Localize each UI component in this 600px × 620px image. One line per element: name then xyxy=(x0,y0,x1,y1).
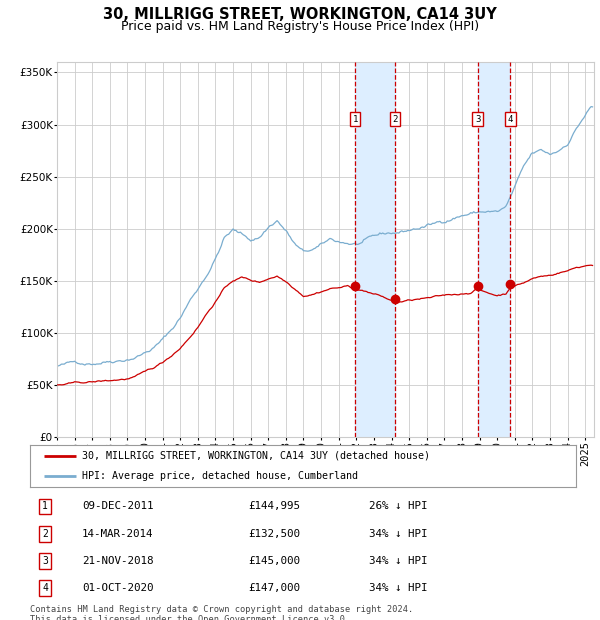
Text: 1: 1 xyxy=(353,115,358,124)
Bar xyxy=(355,62,395,437)
Text: £147,000: £147,000 xyxy=(248,583,301,593)
Text: 3: 3 xyxy=(475,115,481,124)
Text: 26% ↓ HPI: 26% ↓ HPI xyxy=(368,502,427,512)
Text: 30, MILLRIGG STREET, WORKINGTON, CA14 3UY: 30, MILLRIGG STREET, WORKINGTON, CA14 3U… xyxy=(103,7,497,22)
Text: 30, MILLRIGG STREET, WORKINGTON, CA14 3UY (detached house): 30, MILLRIGG STREET, WORKINGTON, CA14 3U… xyxy=(82,451,430,461)
Text: 2: 2 xyxy=(392,115,398,124)
Text: £145,000: £145,000 xyxy=(248,556,301,565)
Text: 2: 2 xyxy=(43,529,48,539)
Text: Contains HM Land Registry data © Crown copyright and database right 2024.
This d: Contains HM Land Registry data © Crown c… xyxy=(30,604,413,620)
Text: 01-OCT-2020: 01-OCT-2020 xyxy=(82,583,154,593)
Text: 14-MAR-2014: 14-MAR-2014 xyxy=(82,529,154,539)
Bar xyxy=(478,62,511,437)
Text: 4: 4 xyxy=(508,115,513,124)
Text: HPI: Average price, detached house, Cumberland: HPI: Average price, detached house, Cumb… xyxy=(82,471,358,481)
Text: £144,995: £144,995 xyxy=(248,502,301,512)
Text: 21-NOV-2018: 21-NOV-2018 xyxy=(82,556,154,565)
Text: 4: 4 xyxy=(43,583,48,593)
Text: £132,500: £132,500 xyxy=(248,529,301,539)
Text: 3: 3 xyxy=(43,556,48,565)
Text: 34% ↓ HPI: 34% ↓ HPI xyxy=(368,556,427,565)
Text: 34% ↓ HPI: 34% ↓ HPI xyxy=(368,529,427,539)
Text: Price paid vs. HM Land Registry's House Price Index (HPI): Price paid vs. HM Land Registry's House … xyxy=(121,20,479,33)
Text: 34% ↓ HPI: 34% ↓ HPI xyxy=(368,583,427,593)
Text: 1: 1 xyxy=(43,502,48,512)
Text: 09-DEC-2011: 09-DEC-2011 xyxy=(82,502,154,512)
